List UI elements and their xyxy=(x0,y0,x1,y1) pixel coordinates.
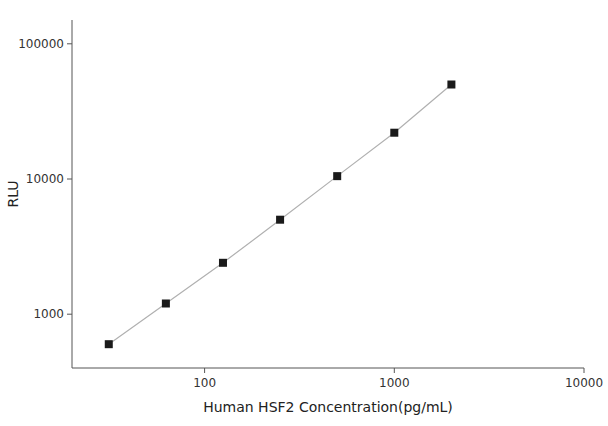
data-point xyxy=(219,259,227,267)
x-axis-line xyxy=(72,368,584,369)
y-tick xyxy=(67,179,72,180)
data-point xyxy=(276,216,284,224)
data-point xyxy=(447,81,455,89)
y-tick xyxy=(67,314,72,315)
y-tick-label: 100000 xyxy=(18,37,64,51)
y-axis-label: RLU xyxy=(5,180,21,207)
x-tick xyxy=(204,368,205,373)
y-axis-line xyxy=(72,20,73,368)
data-point xyxy=(390,129,398,137)
plot-area xyxy=(105,81,456,349)
y-tick-label: 10000 xyxy=(26,172,64,186)
x-tick-label: 100 xyxy=(193,376,216,390)
x-tick xyxy=(584,368,585,373)
data-point xyxy=(105,340,113,348)
data-line xyxy=(109,85,452,345)
x-tick-label: 10000 xyxy=(565,376,603,390)
data-point xyxy=(333,172,341,180)
x-axis-label: Human HSF2 Concentration(pg/mL) xyxy=(203,399,453,415)
x-tick-label: 1000 xyxy=(379,376,410,390)
chart: 100 1000 10000 1000 10000 100000 Human HSF2 Co… xyxy=(0,0,608,426)
data-point xyxy=(162,299,170,307)
x-tick xyxy=(394,368,395,373)
y-tick-label: 1000 xyxy=(33,307,64,321)
y-tick xyxy=(67,43,72,44)
